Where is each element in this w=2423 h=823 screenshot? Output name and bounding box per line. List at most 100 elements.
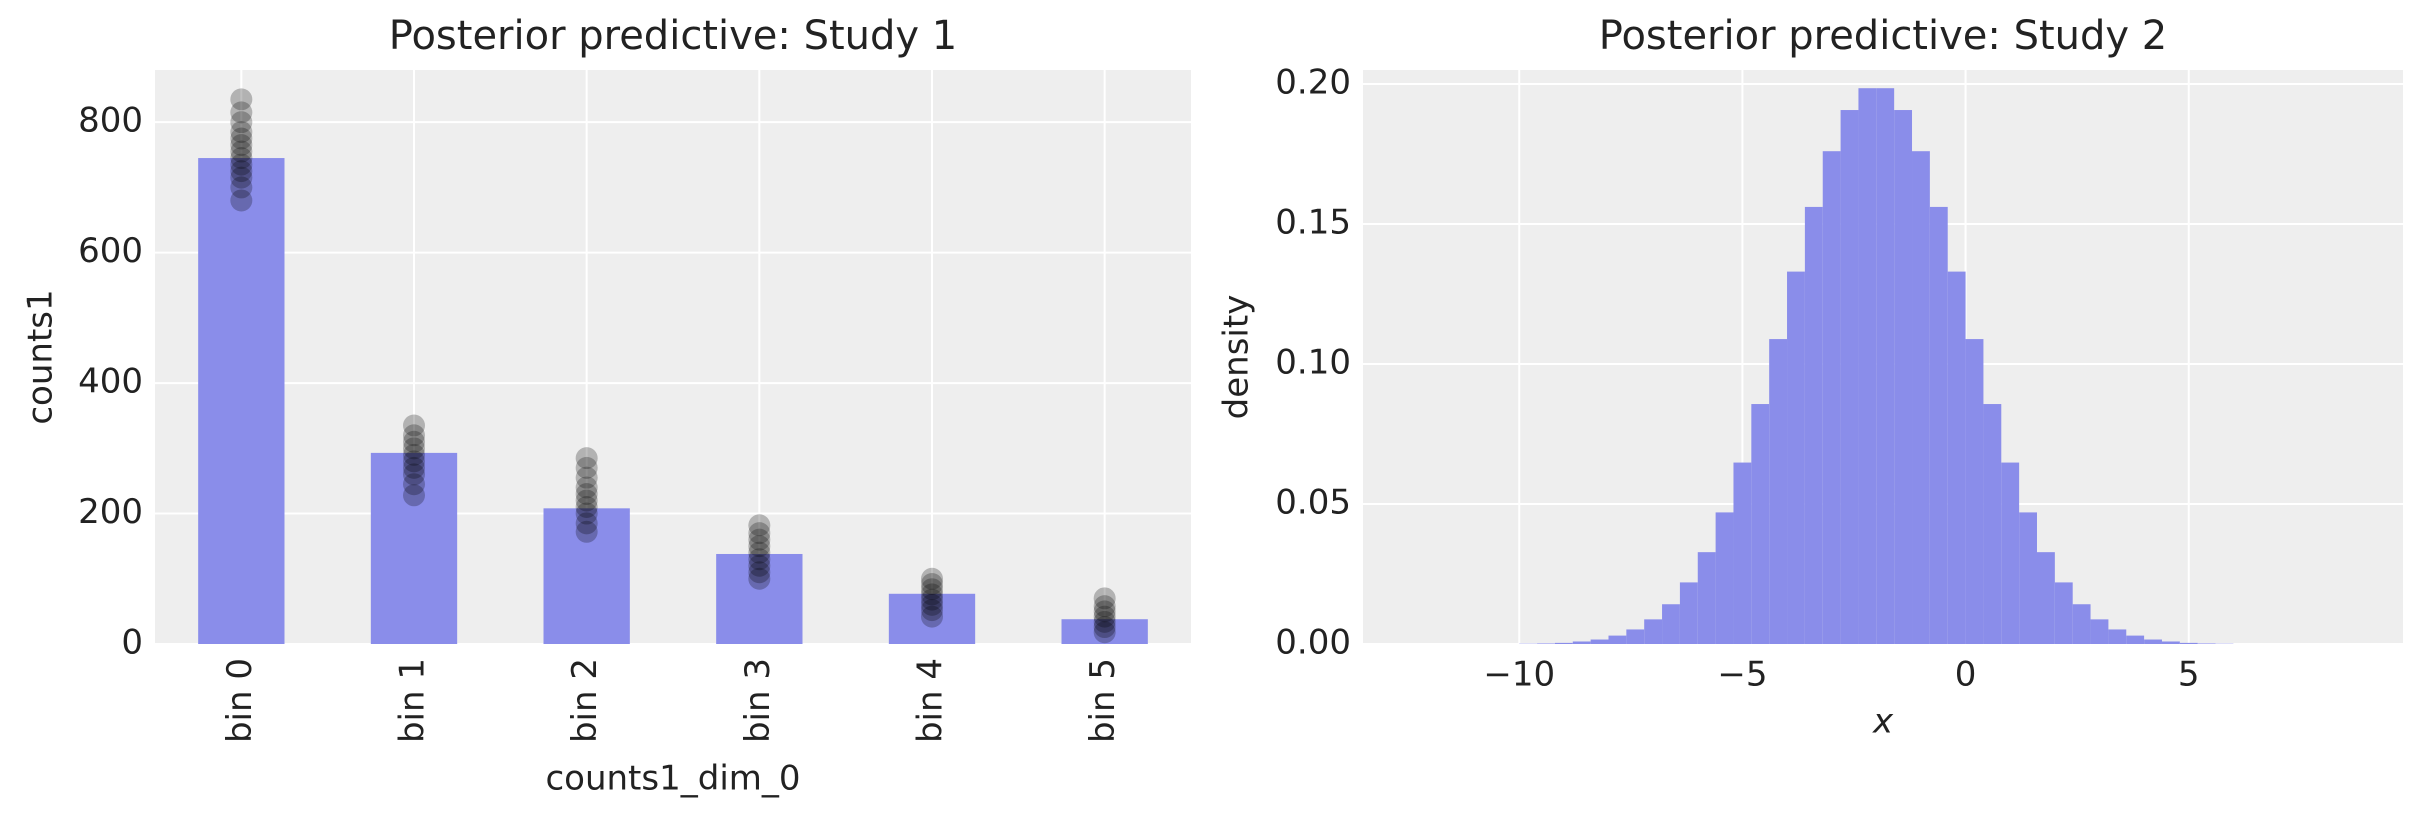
histogram-bar	[1947, 271, 1966, 644]
sample-point	[921, 588, 943, 611]
y-axis-label: counts1	[21, 289, 61, 424]
sample-point	[921, 572, 943, 595]
sample-point	[230, 134, 253, 157]
bar	[716, 553, 803, 644]
sample-point	[230, 140, 253, 163]
sample-point	[575, 496, 598, 519]
sample-point	[748, 567, 771, 590]
y-tick-label: 0.10	[1275, 343, 1351, 383]
histogram-bar	[1679, 582, 1698, 644]
histogram-bar	[1554, 642, 1573, 644]
y-tick-label: 0.15	[1275, 203, 1351, 243]
histogram-bar	[1876, 88, 1895, 644]
sample-point	[748, 548, 771, 571]
sample-point	[230, 111, 253, 134]
x-tick-label: bin 3	[738, 658, 778, 743]
x-tick-label: bin 0	[220, 658, 260, 743]
sample-point	[403, 414, 425, 437]
histogram-bar	[2197, 643, 2216, 644]
sample-point	[230, 153, 253, 176]
histogram-bar	[1929, 206, 1948, 645]
sample-point	[403, 463, 425, 486]
histogram-bar	[2161, 641, 2180, 644]
sample-point	[230, 189, 253, 212]
sample-point	[403, 424, 425, 447]
sample-point	[921, 578, 943, 601]
histogram-bar	[1751, 404, 1770, 644]
x-tick-label: 0	[1955, 655, 1977, 695]
sample-point	[748, 554, 771, 577]
sample-point	[748, 561, 771, 584]
sample-point	[230, 120, 253, 143]
histogram-bar	[1572, 641, 1591, 644]
sample-point	[1093, 600, 1116, 623]
histogram-bar	[1626, 629, 1645, 644]
histogram-bar	[2126, 635, 2145, 644]
y-tick-label: 0.05	[1275, 483, 1351, 523]
sample-point	[921, 583, 943, 606]
x-tick-label: 5	[2178, 655, 2200, 695]
y-axis-label: density	[1217, 295, 1257, 420]
sample-point	[1093, 587, 1116, 610]
histogram-bar	[2144, 639, 2162, 644]
y-tick-label: 400	[78, 362, 143, 402]
histogram-bar	[1822, 151, 1841, 644]
histogram-bar	[1590, 639, 1609, 644]
histogram-bar	[1983, 404, 2002, 644]
sample-point	[230, 166, 253, 189]
y-tick-label: 0.20	[1275, 63, 1351, 103]
x-axis-label: counts1_dim_0	[545, 759, 800, 799]
sample-point	[403, 430, 425, 453]
sample-point	[1093, 621, 1116, 644]
chart-title: Posterior predictive: Study 1	[389, 13, 957, 59]
y-tick-label: 200	[78, 492, 143, 532]
sample-point	[403, 456, 425, 479]
histogram-bar	[1965, 339, 1984, 644]
x-tick-label: bin 1	[393, 658, 433, 743]
sample-point	[575, 447, 598, 470]
histogram-bar	[2001, 462, 2020, 644]
y-tick-label: 600	[78, 231, 143, 271]
sample-point	[575, 512, 598, 535]
histogram-bar	[1804, 206, 1823, 645]
y-tick-label: 800	[78, 101, 143, 141]
sample-point	[575, 489, 598, 512]
bar	[1061, 619, 1148, 644]
histogram-bar	[1840, 110, 1859, 645]
x-tick-label: bin 5	[1083, 658, 1123, 743]
sample-point	[575, 476, 598, 499]
sample-point	[575, 520, 598, 543]
sample-point	[575, 456, 598, 479]
bar	[370, 452, 458, 644]
histogram-bar	[1858, 88, 1877, 644]
x-tick-label: bin 4	[911, 658, 951, 743]
histogram-bar	[1912, 151, 1930, 644]
x-tick-label: −10	[1483, 655, 1555, 695]
sample-point	[230, 88, 253, 111]
plot-background	[155, 70, 1191, 644]
chart-title: Posterior predictive: Study 2	[1599, 13, 2167, 59]
sample-point	[403, 473, 425, 496]
histogram-bar	[1787, 271, 1805, 644]
histogram-bar	[1715, 512, 1734, 644]
sample-point	[921, 567, 943, 590]
histogram-bar	[2072, 604, 2091, 644]
bar	[888, 593, 976, 644]
sample-point	[748, 541, 771, 564]
y-tick-label: 0	[121, 623, 143, 663]
histogram-bar	[1894, 110, 1913, 645]
sample-point	[748, 535, 771, 558]
histogram-bar	[2036, 552, 2055, 644]
sample-point	[575, 502, 598, 525]
sample-point	[1093, 616, 1116, 639]
histogram-bar	[2019, 512, 2037, 644]
histogram-bar	[2179, 642, 2198, 644]
histogram-bar	[1537, 643, 1555, 644]
bar	[543, 508, 630, 644]
sample-point	[403, 443, 425, 466]
histogram-bar	[1697, 552, 1716, 644]
sample-point	[230, 160, 253, 183]
sample-point	[1093, 605, 1116, 628]
sample-point	[403, 450, 425, 473]
